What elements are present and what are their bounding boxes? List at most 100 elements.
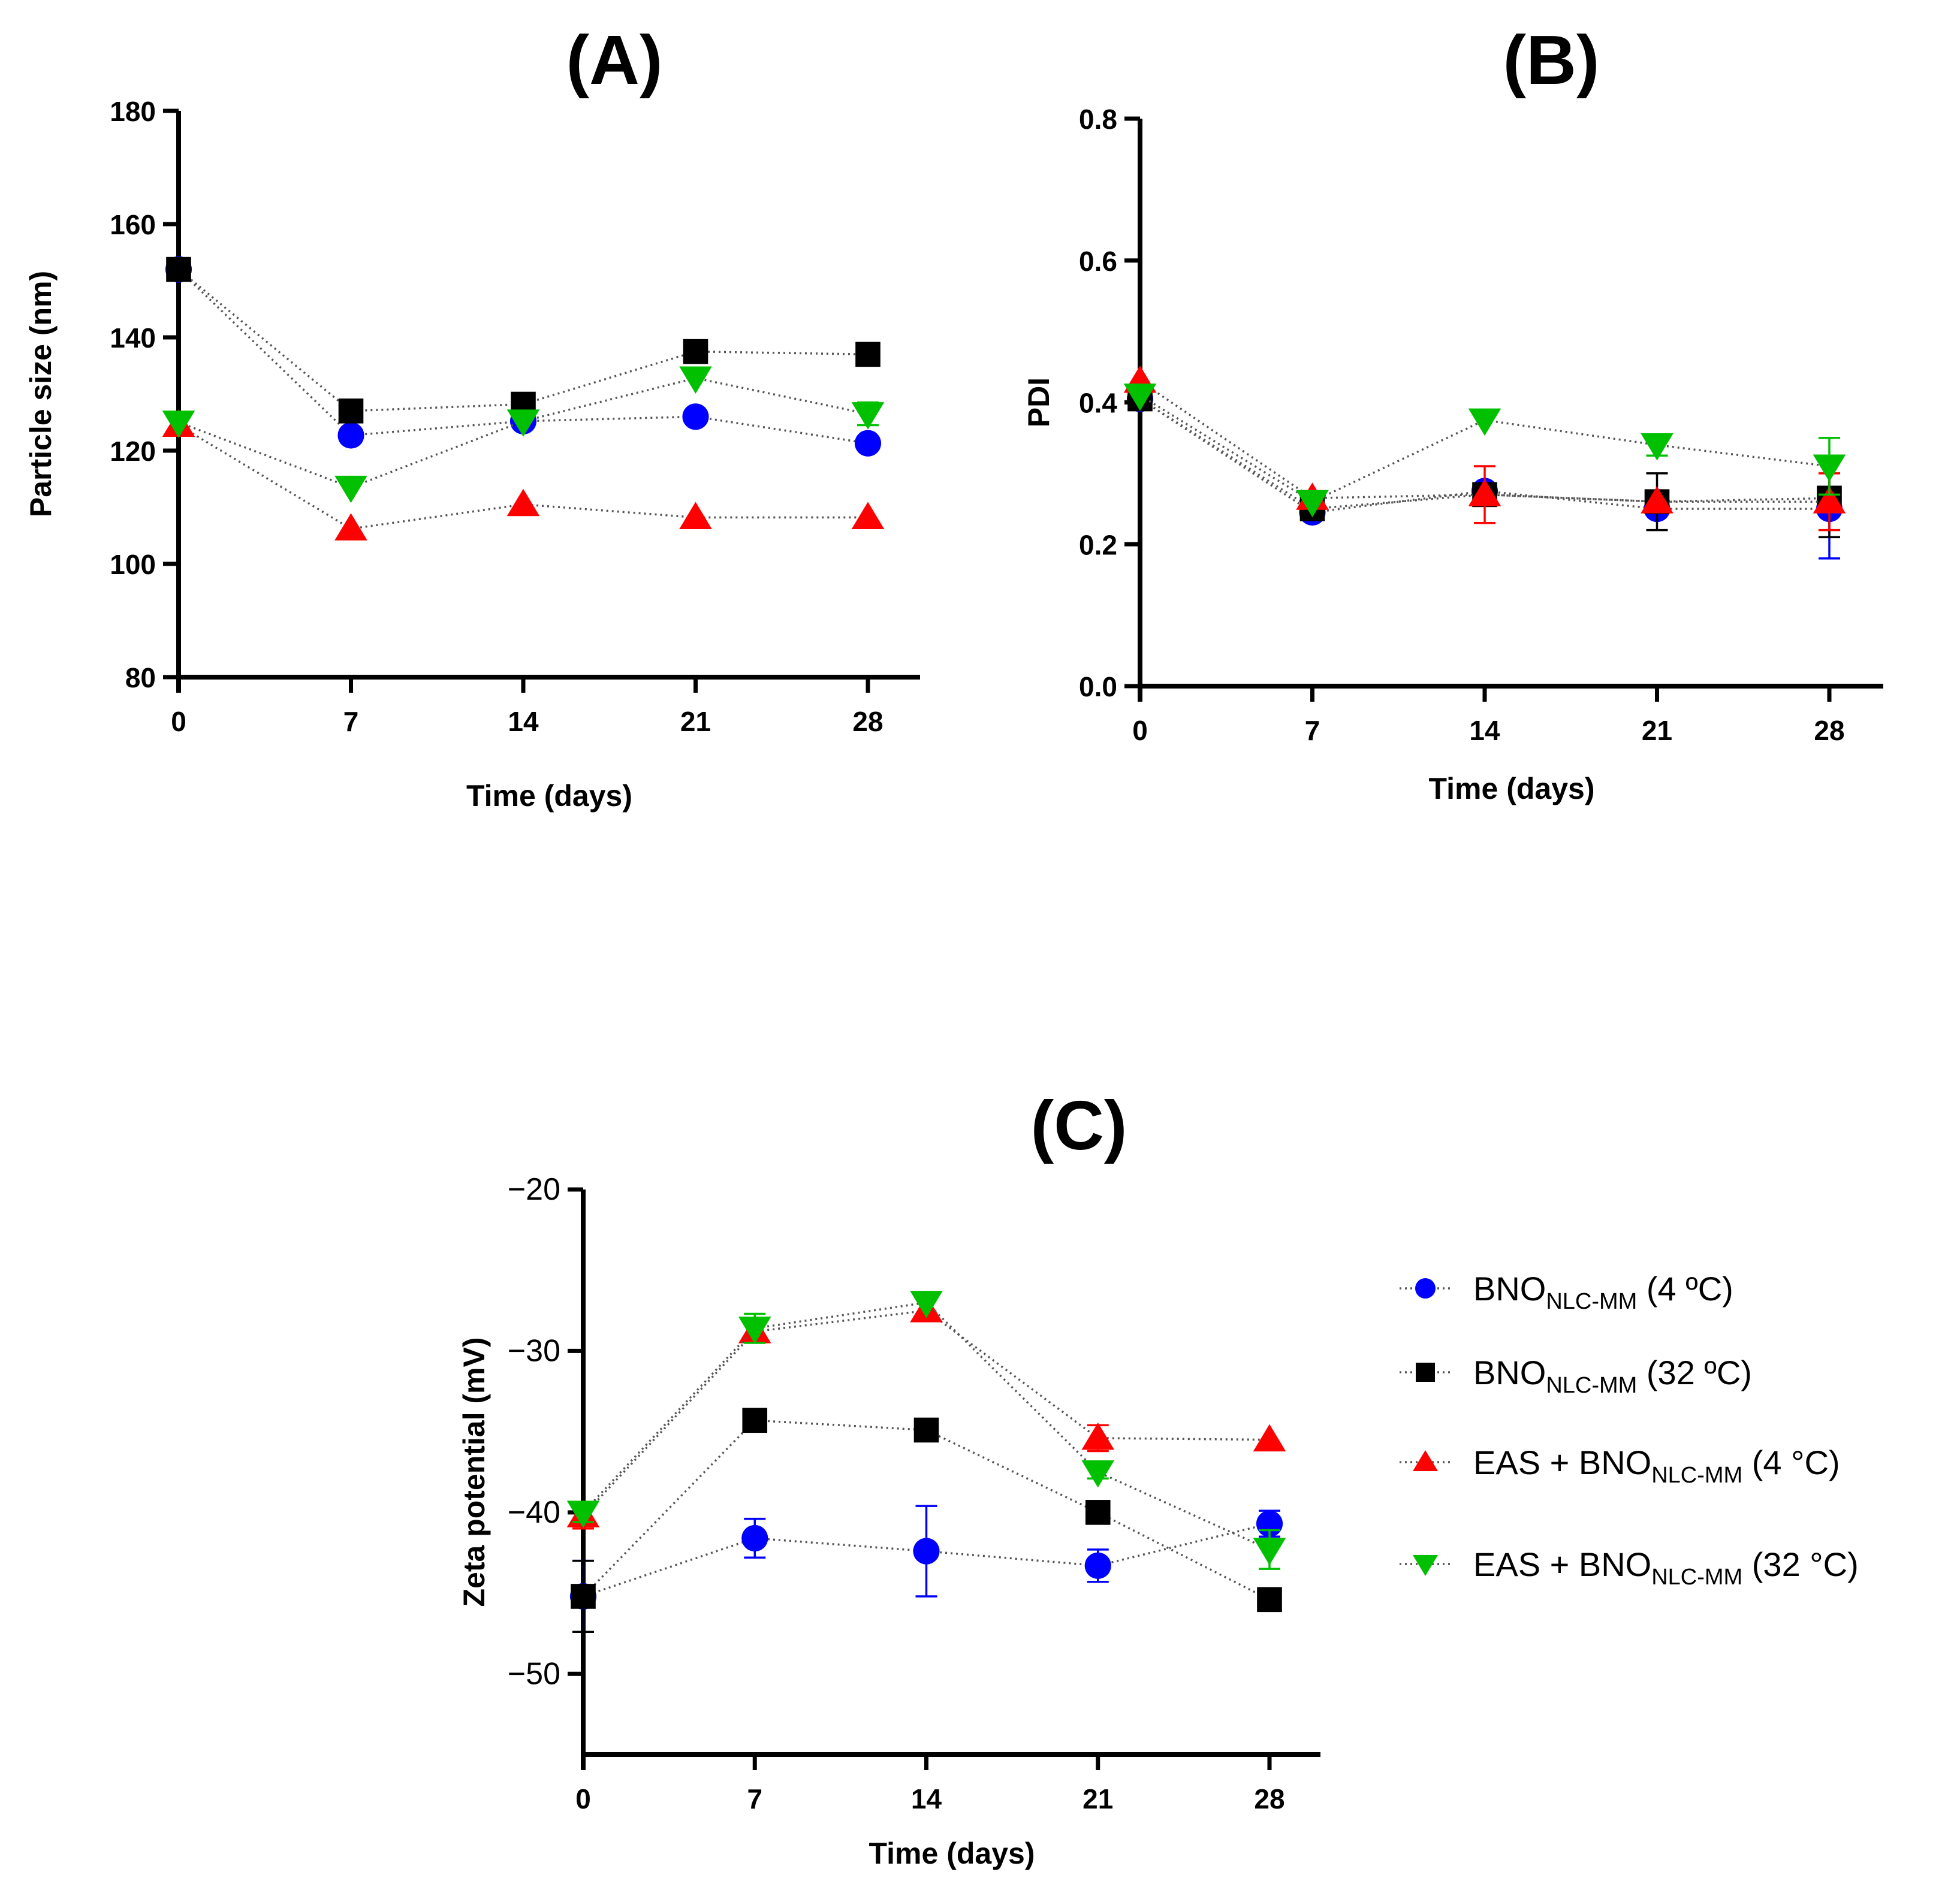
x-tick-label: 14 xyxy=(1469,715,1500,746)
legend-label-base: BNO xyxy=(1473,1270,1546,1308)
series-line xyxy=(582,1301,1270,1551)
data-point xyxy=(1641,486,1673,514)
data-point xyxy=(571,1584,596,1609)
x-tick-label: 7 xyxy=(1305,715,1320,746)
y-tick-label: 0.6 xyxy=(1079,246,1117,277)
y-tick-label: 0.8 xyxy=(1079,104,1117,135)
x-tick-label: 0 xyxy=(171,706,186,737)
data-point xyxy=(854,430,882,457)
x-tick-label: 7 xyxy=(343,706,359,737)
data-point xyxy=(741,1524,768,1552)
legend-label-suffix: (32 °C) xyxy=(1742,1545,1859,1583)
data-point xyxy=(1253,1424,1286,1452)
data-point xyxy=(742,1408,768,1433)
data-point xyxy=(506,488,540,517)
panel-title: (A) xyxy=(566,21,662,99)
series-line xyxy=(1139,380,1829,503)
x-tick-label: 7 xyxy=(747,1783,762,1814)
legend-label-base: BNO xyxy=(1473,1354,1546,1391)
legend-label: BNONLC-MM (32 ºC) xyxy=(1473,1354,1752,1398)
data-point xyxy=(566,1500,600,1528)
series-line xyxy=(177,268,869,412)
legend-label-suffix: (4 °C) xyxy=(1742,1444,1840,1481)
data-point xyxy=(1813,454,1846,482)
x-axis-label: Time (days) xyxy=(869,1837,1035,1870)
data-point xyxy=(1257,1587,1282,1613)
legend-label-subscript: NLC-MM xyxy=(1651,1565,1742,1590)
legend-marker xyxy=(1413,1555,1438,1576)
data-point xyxy=(338,398,364,424)
legend-label-suffix: (32 ºC) xyxy=(1637,1354,1752,1391)
data-point xyxy=(913,1538,940,1565)
legend-marker xyxy=(1416,1363,1435,1382)
data-point xyxy=(334,513,367,541)
data-point xyxy=(1084,1552,1111,1579)
series-line xyxy=(1139,394,1830,503)
legend-label-base: EAS + BNO xyxy=(1473,1545,1651,1583)
panel-a: (A) 80 100 120 140 160 180 0 7 14 21 28 Time (days) P… xyxy=(24,21,920,813)
series-line xyxy=(177,268,869,445)
series-line xyxy=(1139,398,1830,510)
data-point xyxy=(1468,408,1501,436)
legend-label-suffix: (4 ºC) xyxy=(1637,1270,1733,1308)
legend-item: EAS + BNONLC-MM (32 °C) xyxy=(1400,1545,1859,1590)
y-tick-label: −50 xyxy=(508,1656,560,1691)
legend-label: BNONLC-MM (4 ºC) xyxy=(1473,1270,1733,1314)
y-axis-label: Particle size (nm) xyxy=(24,271,58,517)
data-point xyxy=(855,342,881,367)
data-point xyxy=(683,339,708,364)
legend-label-subscript: NLC-MM xyxy=(1546,1289,1637,1314)
x-tick-label: 21 xyxy=(1082,1783,1113,1814)
y-tick-label: −30 xyxy=(508,1333,560,1368)
panel-c: (C) −20 −30 −40 −50 0 7 14 21 28 Time (days) Zeta p… xyxy=(457,1086,1320,1870)
data-point xyxy=(334,475,367,503)
data-point xyxy=(910,1291,943,1318)
x-tick-label: 28 xyxy=(1254,1783,1284,1814)
series-line xyxy=(178,377,869,489)
x-tick-label: 14 xyxy=(911,1783,942,1814)
data-point xyxy=(1123,384,1157,411)
y-tick-label: 160 xyxy=(110,209,156,240)
y-tick-label: 120 xyxy=(110,436,156,467)
x-tick-label: 0 xyxy=(575,1783,591,1814)
data-point xyxy=(337,422,364,449)
y-axis-label: PDI xyxy=(1022,378,1056,427)
legend-label: EAS + BNONLC-MM (32 °C) xyxy=(1473,1545,1859,1590)
legend-label: EAS + BNONLC-MM (4 °C) xyxy=(1473,1444,1840,1488)
data-point xyxy=(738,1317,771,1344)
x-axis-label: Time (days) xyxy=(1429,772,1595,805)
data-point xyxy=(1468,479,1501,506)
panel-b: (B) 0.0 0.2 0.4 0.6 0.8 0 7 14 21 28 Time (days) PDI xyxy=(1022,21,1883,805)
y-tick-label: 140 xyxy=(110,322,156,354)
y-tick-label: 100 xyxy=(110,549,156,580)
data-point xyxy=(851,502,885,530)
x-axis-label: Time (days) xyxy=(466,779,632,813)
data-point xyxy=(1081,1422,1115,1450)
data-point xyxy=(1813,486,1846,514)
y-tick-label: −40 xyxy=(508,1495,560,1530)
x-tick-label: 28 xyxy=(1814,715,1844,746)
x-tick-label: 28 xyxy=(852,706,883,737)
y-tick-label: 0.4 xyxy=(1079,388,1117,419)
y-tick-label: 180 xyxy=(110,96,156,127)
data-point xyxy=(679,366,712,394)
y-tick-label: 80 xyxy=(125,662,156,693)
series-line xyxy=(1139,398,1829,514)
legend-label-base: EAS + BNO xyxy=(1473,1444,1651,1481)
y-axis-label: Zeta potential (mV) xyxy=(457,1337,491,1607)
x-tick-label: 14 xyxy=(508,706,539,737)
data-point xyxy=(679,502,712,530)
panel-title: (C) xyxy=(1030,1086,1127,1164)
series-line xyxy=(583,1523,1270,1598)
y-tick-label: 0.0 xyxy=(1079,671,1117,702)
data-point xyxy=(851,402,885,430)
data-point xyxy=(913,1417,939,1443)
series-line xyxy=(178,424,868,530)
data-point xyxy=(1085,1500,1111,1525)
data-point xyxy=(506,409,540,437)
data-point xyxy=(1296,490,1329,518)
legend-item: EAS + BNONLC-MM (4 °C) xyxy=(1400,1444,1840,1488)
legend-marker xyxy=(1413,1450,1438,1471)
legend-marker xyxy=(1415,1278,1436,1299)
